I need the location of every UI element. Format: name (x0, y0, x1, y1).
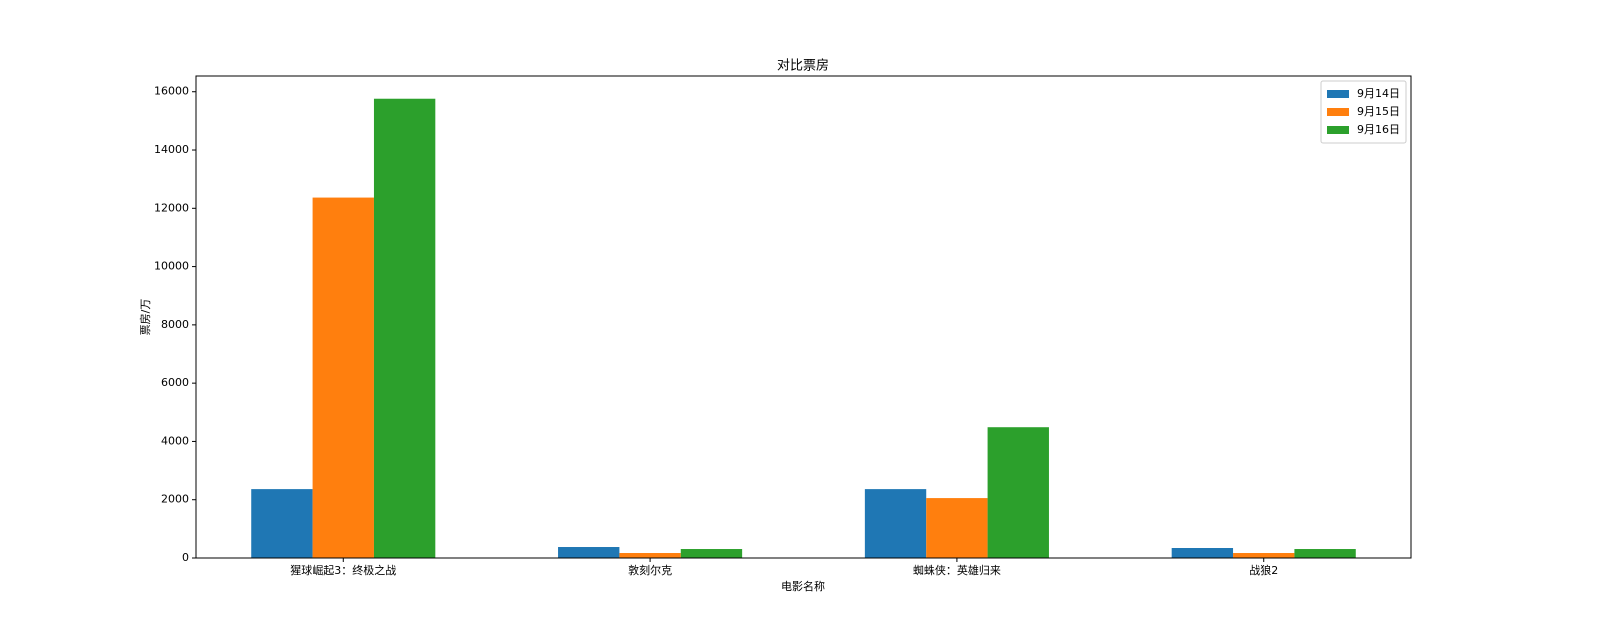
y-tick-label: 16000 (154, 85, 189, 98)
y-tick-label: 2000 (161, 493, 189, 506)
bar (558, 547, 620, 558)
chart-title: 对比票房 (777, 58, 829, 74)
legend-swatch (1327, 126, 1349, 134)
legend-label: 9月14日 (1357, 87, 1400, 100)
x-tick-label: 猩球崛起3：终极之战 (290, 563, 396, 577)
bar (373, 98, 436, 559)
y-tick-label: 10000 (154, 260, 189, 273)
legend-label: 9月15日 (1357, 105, 1400, 118)
x-axis-label: 电影名称 (781, 579, 825, 593)
bar (987, 427, 1049, 558)
y-tick-label: 4000 (161, 434, 189, 447)
y-tick-label: 6000 (161, 376, 189, 389)
legend-swatch (1327, 90, 1349, 98)
bar (619, 553, 681, 558)
plot-frame (195, 75, 1412, 559)
bar (680, 549, 743, 558)
y-tick-label: 0 (182, 551, 189, 564)
legend-swatch (1327, 108, 1349, 116)
bar (1294, 549, 1356, 558)
x-tick-label: 蜘蛛侠：英雄归来 (913, 563, 1001, 577)
bar (251, 489, 313, 558)
x-tick-label: 敦刻尔克 (628, 563, 672, 577)
bar (864, 489, 927, 558)
bar (312, 197, 374, 558)
y-tick-label: 14000 (154, 143, 189, 156)
bar (1233, 553, 1295, 558)
y-tick-label: 8000 (161, 318, 189, 331)
bar (1171, 548, 1234, 558)
x-tick-label: 战狼2 (1249, 563, 1278, 577)
legend-label: 9月16日 (1357, 123, 1400, 136)
y-axis-label: 票房/万 (139, 299, 152, 336)
y-tick-label: 12000 (154, 201, 189, 214)
bar (926, 498, 988, 558)
